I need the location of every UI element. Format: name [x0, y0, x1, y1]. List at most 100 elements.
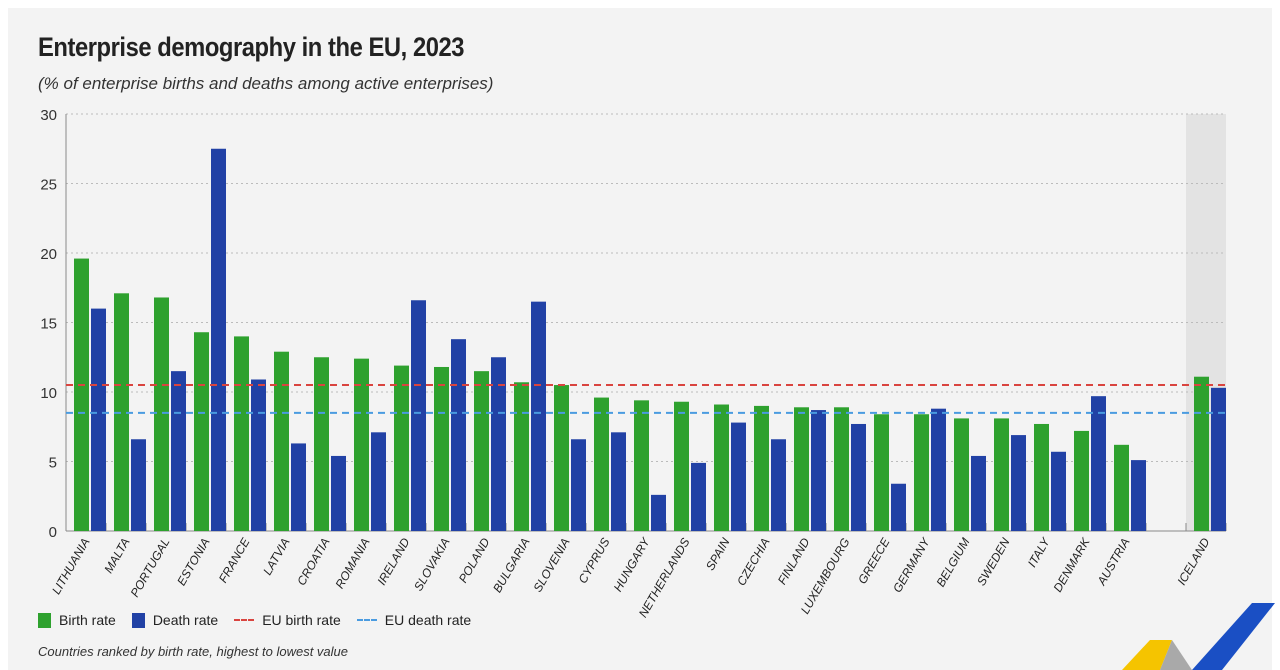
- birth-bar-germany: [914, 414, 929, 531]
- death-bar-hungary: [651, 494, 666, 531]
- death-bar-ireland: [411, 300, 426, 531]
- y-tick-label: 0: [49, 524, 57, 541]
- birth-bar-latvia: [274, 351, 289, 531]
- birth-bar-iceland: [1194, 376, 1209, 531]
- x-tick-label: POLAND: [456, 535, 493, 585]
- x-tick-label: LATVIA: [260, 536, 292, 578]
- birth-bar-slovakia: [434, 366, 449, 531]
- x-tick-label: ESTONIA: [174, 536, 212, 588]
- death-bar-slovenia: [571, 439, 586, 531]
- legend-death: Death rate: [131, 612, 219, 628]
- birth-bar-france: [234, 336, 249, 531]
- death-bar-poland: [491, 357, 506, 531]
- death-bar-germany: [931, 408, 946, 531]
- birth-bar-netherlands: [674, 401, 689, 531]
- legend-eu-birth-label: EU birth rate: [262, 612, 341, 628]
- birth-bar-slovenia: [554, 385, 569, 531]
- x-tick-label: AUSTRIA: [1094, 536, 1133, 589]
- death-bar-france: [251, 379, 266, 531]
- death-bar-bulgaria: [531, 301, 546, 531]
- death-bar-latvia: [291, 443, 306, 531]
- x-tick-label: FINLAND: [775, 535, 813, 587]
- birth-bar-belgium: [954, 418, 969, 531]
- birth-bar-austria: [1114, 444, 1129, 531]
- x-tick-label: SLOVENIA: [530, 536, 572, 595]
- death-bar-greece: [891, 483, 906, 531]
- x-tick-label: FRANCE: [216, 535, 253, 586]
- birth-bar-sweden: [994, 418, 1009, 531]
- death-bar-slovakia: [451, 339, 466, 531]
- birth-bar-lithuania: [74, 258, 89, 531]
- x-tick-label: CROATIA: [294, 536, 332, 588]
- legend-eu-death: EU death rate: [356, 612, 472, 628]
- birth-swatch: [38, 612, 51, 628]
- x-tick-label: GREECE: [855, 535, 893, 587]
- birth-bar-ireland: [394, 365, 409, 531]
- birth-bar-denmark: [1074, 430, 1089, 531]
- x-tick-label: BULGARIA: [490, 536, 532, 596]
- death-bar-estonia: [211, 148, 226, 531]
- death-bar-cyprus: [611, 432, 626, 531]
- birth-bar-greece: [874, 414, 889, 531]
- birth-bar-croatia: [314, 357, 329, 531]
- legend-birth-label: Birth rate: [59, 612, 116, 628]
- chart-note: Countries ranked by birth rate, highest …: [38, 644, 349, 659]
- x-tick-label: BELGIUM: [933, 536, 972, 590]
- x-tick-label: SPAIN: [703, 535, 733, 573]
- death-bar-denmark: [1091, 396, 1106, 531]
- x-tick-label: CZECHIA: [734, 536, 772, 589]
- birth-bar-portugal: [154, 297, 169, 531]
- birth-bar-malta: [114, 293, 129, 531]
- y-tick-label: 25: [40, 177, 57, 194]
- legend-death-label: Death rate: [152, 612, 219, 628]
- birth-bar-cyprus: [594, 397, 609, 531]
- birth-bar-hungary: [634, 400, 649, 531]
- birth-bar-italy: [1034, 423, 1049, 531]
- eu-death-dash: [356, 619, 377, 621]
- x-tick-label: CYPRUS: [575, 536, 612, 586]
- y-tick-label: 30: [40, 107, 57, 124]
- y-tick-label: 10: [40, 385, 57, 402]
- y-tick-label: 15: [40, 316, 57, 333]
- legend-eu-birth: EU birth rate: [234, 612, 341, 628]
- eu-birth-dash: [234, 619, 255, 621]
- x-tick-label: SLOVAKIA: [411, 536, 452, 594]
- legend-birth: Birth rate: [38, 612, 116, 628]
- birth-bar-finland: [794, 407, 809, 531]
- x-tick-label: LITHUANIA: [49, 536, 92, 597]
- x-tick-label: PORTUGAL: [128, 536, 173, 600]
- birth-bar-luxembourg: [834, 407, 849, 531]
- death-bar-italy: [1051, 451, 1066, 531]
- death-bar-romania: [371, 432, 386, 531]
- death-bar-belgium: [971, 455, 986, 531]
- x-tick-label: ROMANIA: [332, 536, 372, 592]
- x-tick-label: DENMARK: [1050, 535, 1093, 595]
- birth-bar-estonia: [194, 332, 209, 531]
- x-tick-label: ICELAND: [1174, 535, 1212, 587]
- x-tick-label: ITALY: [1025, 535, 1053, 570]
- death-bar-croatia: [331, 455, 346, 531]
- birth-bar-czechia: [754, 405, 769, 531]
- death-bar-czechia: [771, 439, 786, 531]
- birth-bar-poland: [474, 371, 489, 531]
- legend-eu-death-label: EU death rate: [384, 612, 472, 628]
- death-bar-luxembourg: [851, 423, 866, 531]
- birth-bar-bulgaria: [514, 382, 529, 531]
- x-tick-label: SWEDEN: [974, 535, 1013, 588]
- y-tick-label: 5: [49, 455, 57, 472]
- death-bar-portugal: [171, 371, 186, 531]
- death-bar-spain: [731, 422, 746, 531]
- birth-bar-spain: [714, 404, 729, 531]
- death-bar-malta: [131, 439, 146, 531]
- x-tick-label: GERMANY: [890, 535, 933, 595]
- y-tick-label: 20: [40, 246, 57, 263]
- x-tick-label: MALTA: [101, 536, 132, 576]
- chart-title: Enterprise demography in the EU, 2023: [38, 32, 465, 62]
- death-bar-finland: [811, 410, 826, 531]
- legend: Birth rate Death rate EU birth rate EU d…: [38, 612, 471, 628]
- death-bar-austria: [1131, 460, 1146, 531]
- x-tick-label: HUNGARY: [611, 535, 653, 594]
- death-bar-sweden: [1011, 435, 1026, 531]
- death-bar-lithuania: [91, 308, 106, 531]
